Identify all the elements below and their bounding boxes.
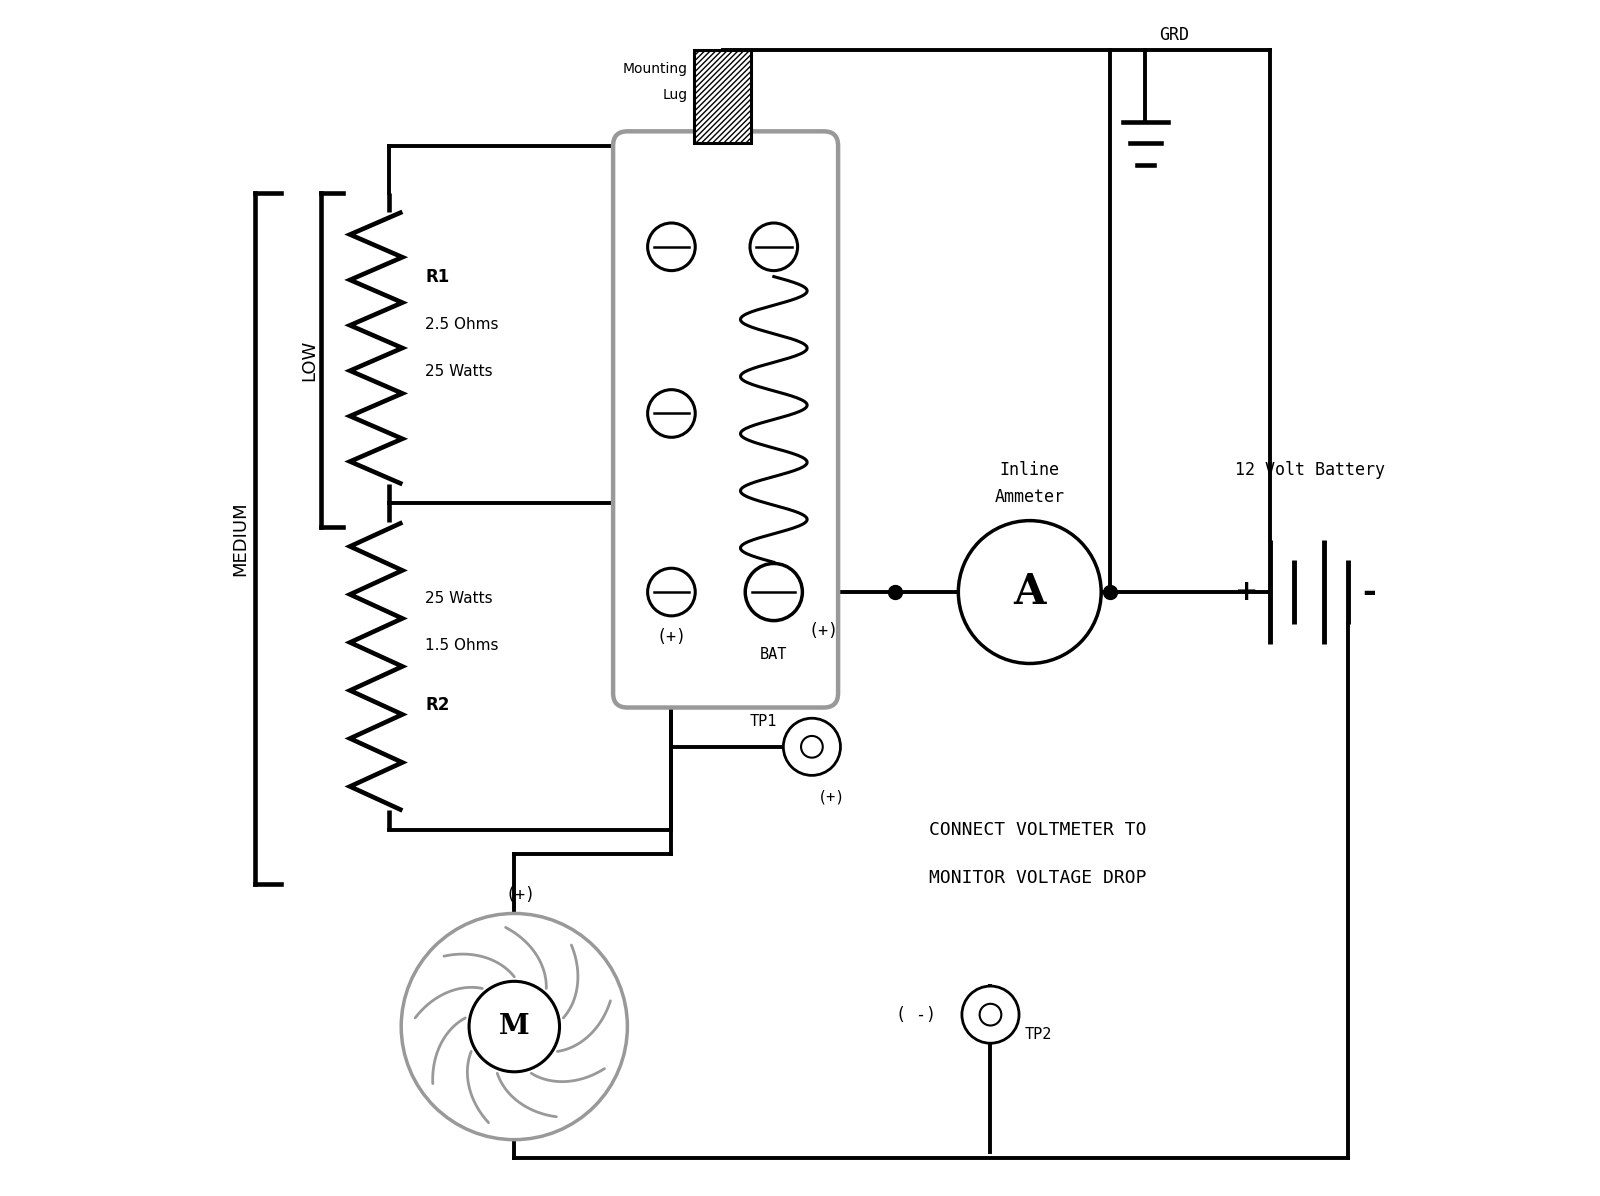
Text: 1.5 Ohms: 1.5 Ohms <box>426 639 499 653</box>
Circle shape <box>746 563 802 621</box>
Text: M: M <box>499 1013 530 1041</box>
Text: R1: R1 <box>426 268 450 286</box>
Text: BAT: BAT <box>760 647 787 661</box>
Circle shape <box>648 568 696 616</box>
Text: CONNECT VOLTMETER TO: CONNECT VOLTMETER TO <box>930 822 1147 840</box>
Circle shape <box>958 520 1101 664</box>
Text: (+): (+) <box>808 622 838 640</box>
Circle shape <box>402 914 627 1140</box>
Text: Mounting: Mounting <box>622 62 688 77</box>
Text: +: + <box>1235 578 1258 606</box>
Bar <box>694 50 750 144</box>
Text: (+): (+) <box>506 886 536 904</box>
Text: R2: R2 <box>426 696 450 714</box>
FancyBboxPatch shape <box>613 132 838 708</box>
Text: 2.5 Ohms: 2.5 Ohms <box>426 317 499 331</box>
Text: Ammeter: Ammeter <box>995 488 1064 506</box>
Text: LOW: LOW <box>301 340 318 380</box>
Text: 25 Watts: 25 Watts <box>426 591 493 605</box>
Text: 25 Watts: 25 Watts <box>426 365 493 379</box>
Circle shape <box>648 222 696 270</box>
Circle shape <box>469 982 560 1072</box>
Text: TP2: TP2 <box>1026 1026 1053 1042</box>
Circle shape <box>648 390 696 438</box>
Text: MONITOR VOLTAGE DROP: MONITOR VOLTAGE DROP <box>930 868 1147 886</box>
Circle shape <box>750 222 798 270</box>
Text: ( -): ( -) <box>896 1006 936 1024</box>
Text: GRD: GRD <box>1160 26 1189 44</box>
Text: (+): (+) <box>656 628 686 646</box>
Text: TP1: TP1 <box>750 714 778 728</box>
Text: (+): (+) <box>818 789 845 805</box>
Circle shape <box>802 736 822 757</box>
Circle shape <box>962 986 1019 1043</box>
Text: Lug: Lug <box>662 89 688 103</box>
Text: Inline: Inline <box>1000 460 1059 478</box>
Circle shape <box>979 1003 1002 1025</box>
Text: A: A <box>1013 570 1046 614</box>
Text: -: - <box>1362 575 1376 609</box>
Text: 12 Volt Battery: 12 Volt Battery <box>1235 460 1384 478</box>
Circle shape <box>784 719 840 775</box>
Text: MEDIUM: MEDIUM <box>232 501 250 575</box>
